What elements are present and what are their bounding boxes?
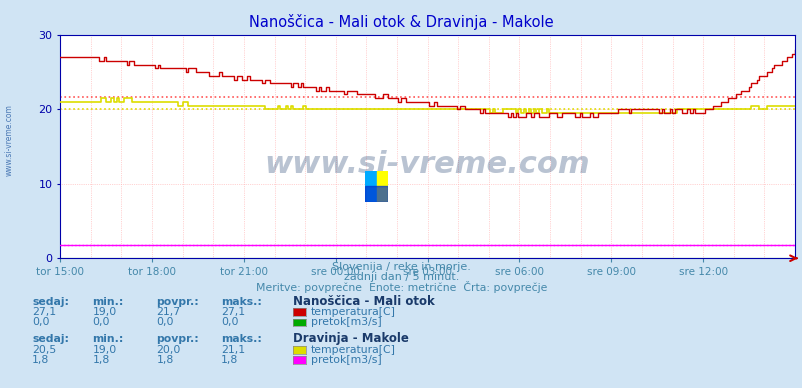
Text: zadnji dan / 5 minut.: zadnji dan / 5 minut. xyxy=(343,272,459,282)
Text: maks.:: maks.: xyxy=(221,334,261,344)
Text: sedaj:: sedaj: xyxy=(32,296,69,307)
Text: 19,0: 19,0 xyxy=(92,345,116,355)
Bar xyxy=(365,186,387,202)
Text: 20,5: 20,5 xyxy=(32,345,56,355)
Text: 0,0: 0,0 xyxy=(221,317,238,327)
Text: pretok[m3/s]: pretok[m3/s] xyxy=(310,355,381,365)
Text: 27,1: 27,1 xyxy=(221,307,245,317)
Text: 1,8: 1,8 xyxy=(32,355,49,365)
Text: 1,8: 1,8 xyxy=(92,355,109,365)
Text: 0,0: 0,0 xyxy=(156,317,174,327)
Text: temperatura[C]: temperatura[C] xyxy=(310,307,395,317)
Text: 1,8: 1,8 xyxy=(221,355,237,365)
Text: min.:: min.: xyxy=(92,334,124,344)
Bar xyxy=(376,171,387,202)
Text: Nanoščica - Mali otok: Nanoščica - Mali otok xyxy=(293,294,435,308)
Text: temperatura[C]: temperatura[C] xyxy=(310,345,395,355)
Text: 19,0: 19,0 xyxy=(92,307,116,317)
Text: 21,1: 21,1 xyxy=(221,345,245,355)
Text: maks.:: maks.: xyxy=(221,296,261,307)
Text: Nanoščica - Mali otok & Dravinja - Makole: Nanoščica - Mali otok & Dravinja - Makol… xyxy=(249,14,553,29)
Text: povpr.:: povpr.: xyxy=(156,296,199,307)
Text: Slovenija / reke in morje.: Slovenija / reke in morje. xyxy=(332,262,470,272)
Text: pretok[m3/s]: pretok[m3/s] xyxy=(310,317,381,327)
Text: 0,0: 0,0 xyxy=(92,317,110,327)
Text: Meritve: povprečne  Enote: metrične  Črta: povprečje: Meritve: povprečne Enote: metrične Črta:… xyxy=(256,281,546,293)
Text: 27,1: 27,1 xyxy=(32,307,56,317)
Text: povpr.:: povpr.: xyxy=(156,334,199,344)
Text: min.:: min.: xyxy=(92,296,124,307)
Text: sedaj:: sedaj: xyxy=(32,334,69,344)
Text: www.si-vreme.com: www.si-vreme.com xyxy=(265,150,589,179)
Text: 0,0: 0,0 xyxy=(32,317,50,327)
Text: 1,8: 1,8 xyxy=(156,355,173,365)
Text: 21,7: 21,7 xyxy=(156,307,180,317)
Text: Dravinja - Makole: Dravinja - Makole xyxy=(293,332,408,345)
Bar xyxy=(365,171,376,202)
Text: www.si-vreme.com: www.si-vreme.com xyxy=(5,104,14,176)
Text: 20,0: 20,0 xyxy=(156,345,180,355)
